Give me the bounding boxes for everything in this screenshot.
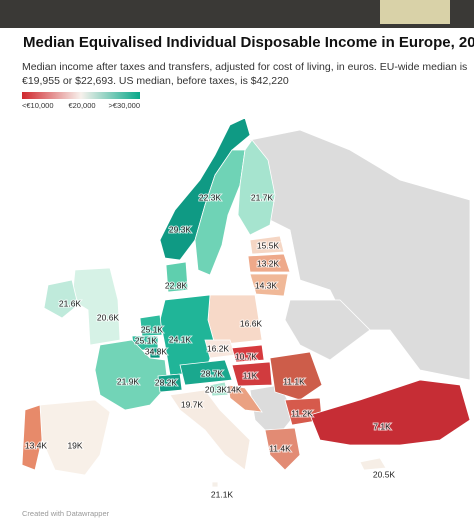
map: [21, 117, 471, 488]
map-labels: 22.3K 21.7K 29.3K 15.5K 13.2K 14.3K 22.8…: [24, 191, 397, 500]
value-label: 21.9K: [117, 376, 140, 386]
legend-gradient: [22, 92, 140, 99]
country: [165, 261, 189, 293]
country: [94, 339, 169, 411]
country: [231, 344, 265, 363]
value-label: 21.6K: [59, 298, 82, 308]
value-label: 22.3K: [199, 192, 222, 202]
value-label: 13.4K: [25, 440, 48, 450]
country: [194, 149, 246, 276]
value-label: 20.6K: [97, 312, 120, 322]
value-label: 29.3K: [169, 224, 192, 234]
value-label: 11K: [243, 370, 258, 380]
value-label: 13.2K: [257, 258, 280, 268]
country: [237, 139, 276, 236]
country: [149, 347, 161, 359]
country-nodata: [249, 129, 471, 381]
value-label: 16.6K: [240, 318, 263, 328]
country: [227, 384, 263, 413]
country: [43, 279, 79, 319]
country: [159, 117, 251, 261]
country: [139, 314, 163, 337]
value-label: 10.7K: [235, 351, 258, 361]
value-label: 14K: [226, 384, 241, 394]
country: [249, 235, 285, 255]
value-label: 11.1K: [283, 376, 305, 386]
value-label: 28.7K: [201, 368, 224, 378]
subtitle-box: Median income after taxes and transfers,…: [22, 61, 468, 87]
legend-label: >€30,000: [109, 101, 141, 110]
country: [309, 379, 471, 446]
footer: Created with Datawrapper: [22, 509, 110, 518]
country: [231, 361, 273, 387]
value-label: 24.1K: [169, 334, 192, 344]
value-label: 34.8K: [145, 346, 168, 356]
value-label: 22.8K: [165, 280, 188, 290]
country: [179, 359, 233, 386]
value-label: 28.2K: [155, 377, 178, 387]
value-label: 20.3K: [205, 384, 228, 394]
photo-object: [380, 0, 450, 24]
value-label: 20.5K: [373, 469, 396, 479]
country: [264, 427, 301, 471]
value-label: 21.7K: [251, 192, 274, 202]
country: [39, 399, 111, 476]
title: Median Equivalised Individual Disposable…: [23, 34, 474, 51]
value-label: 11.2K: [291, 408, 313, 418]
value-label: 11.4K: [269, 443, 291, 453]
country: [247, 253, 291, 273]
subtitle: Median income after taxes and transfers,…: [22, 61, 468, 87]
country: [359, 457, 387, 471]
value-label: 25.1K: [135, 335, 158, 345]
country: [157, 373, 183, 393]
country: [269, 351, 323, 401]
country: [211, 481, 219, 488]
value-label: 19K: [67, 440, 82, 450]
legend-label: €20,000: [68, 101, 95, 110]
value-label: 15.5K: [257, 240, 280, 250]
country-nodata: [284, 299, 371, 361]
country: [21, 404, 43, 471]
value-label: 7.1K: [373, 421, 391, 431]
country: [209, 381, 229, 397]
country: [249, 273, 289, 297]
value-label: 16.2K: [207, 343, 230, 353]
value-label: 21.1K: [211, 489, 234, 499]
country: [169, 389, 251, 471]
value-label: 14.3K: [255, 280, 278, 290]
legend-label: <€10,000: [22, 101, 54, 110]
value-label: 19.7K: [181, 399, 204, 409]
value-label: 25.1K: [141, 324, 164, 334]
